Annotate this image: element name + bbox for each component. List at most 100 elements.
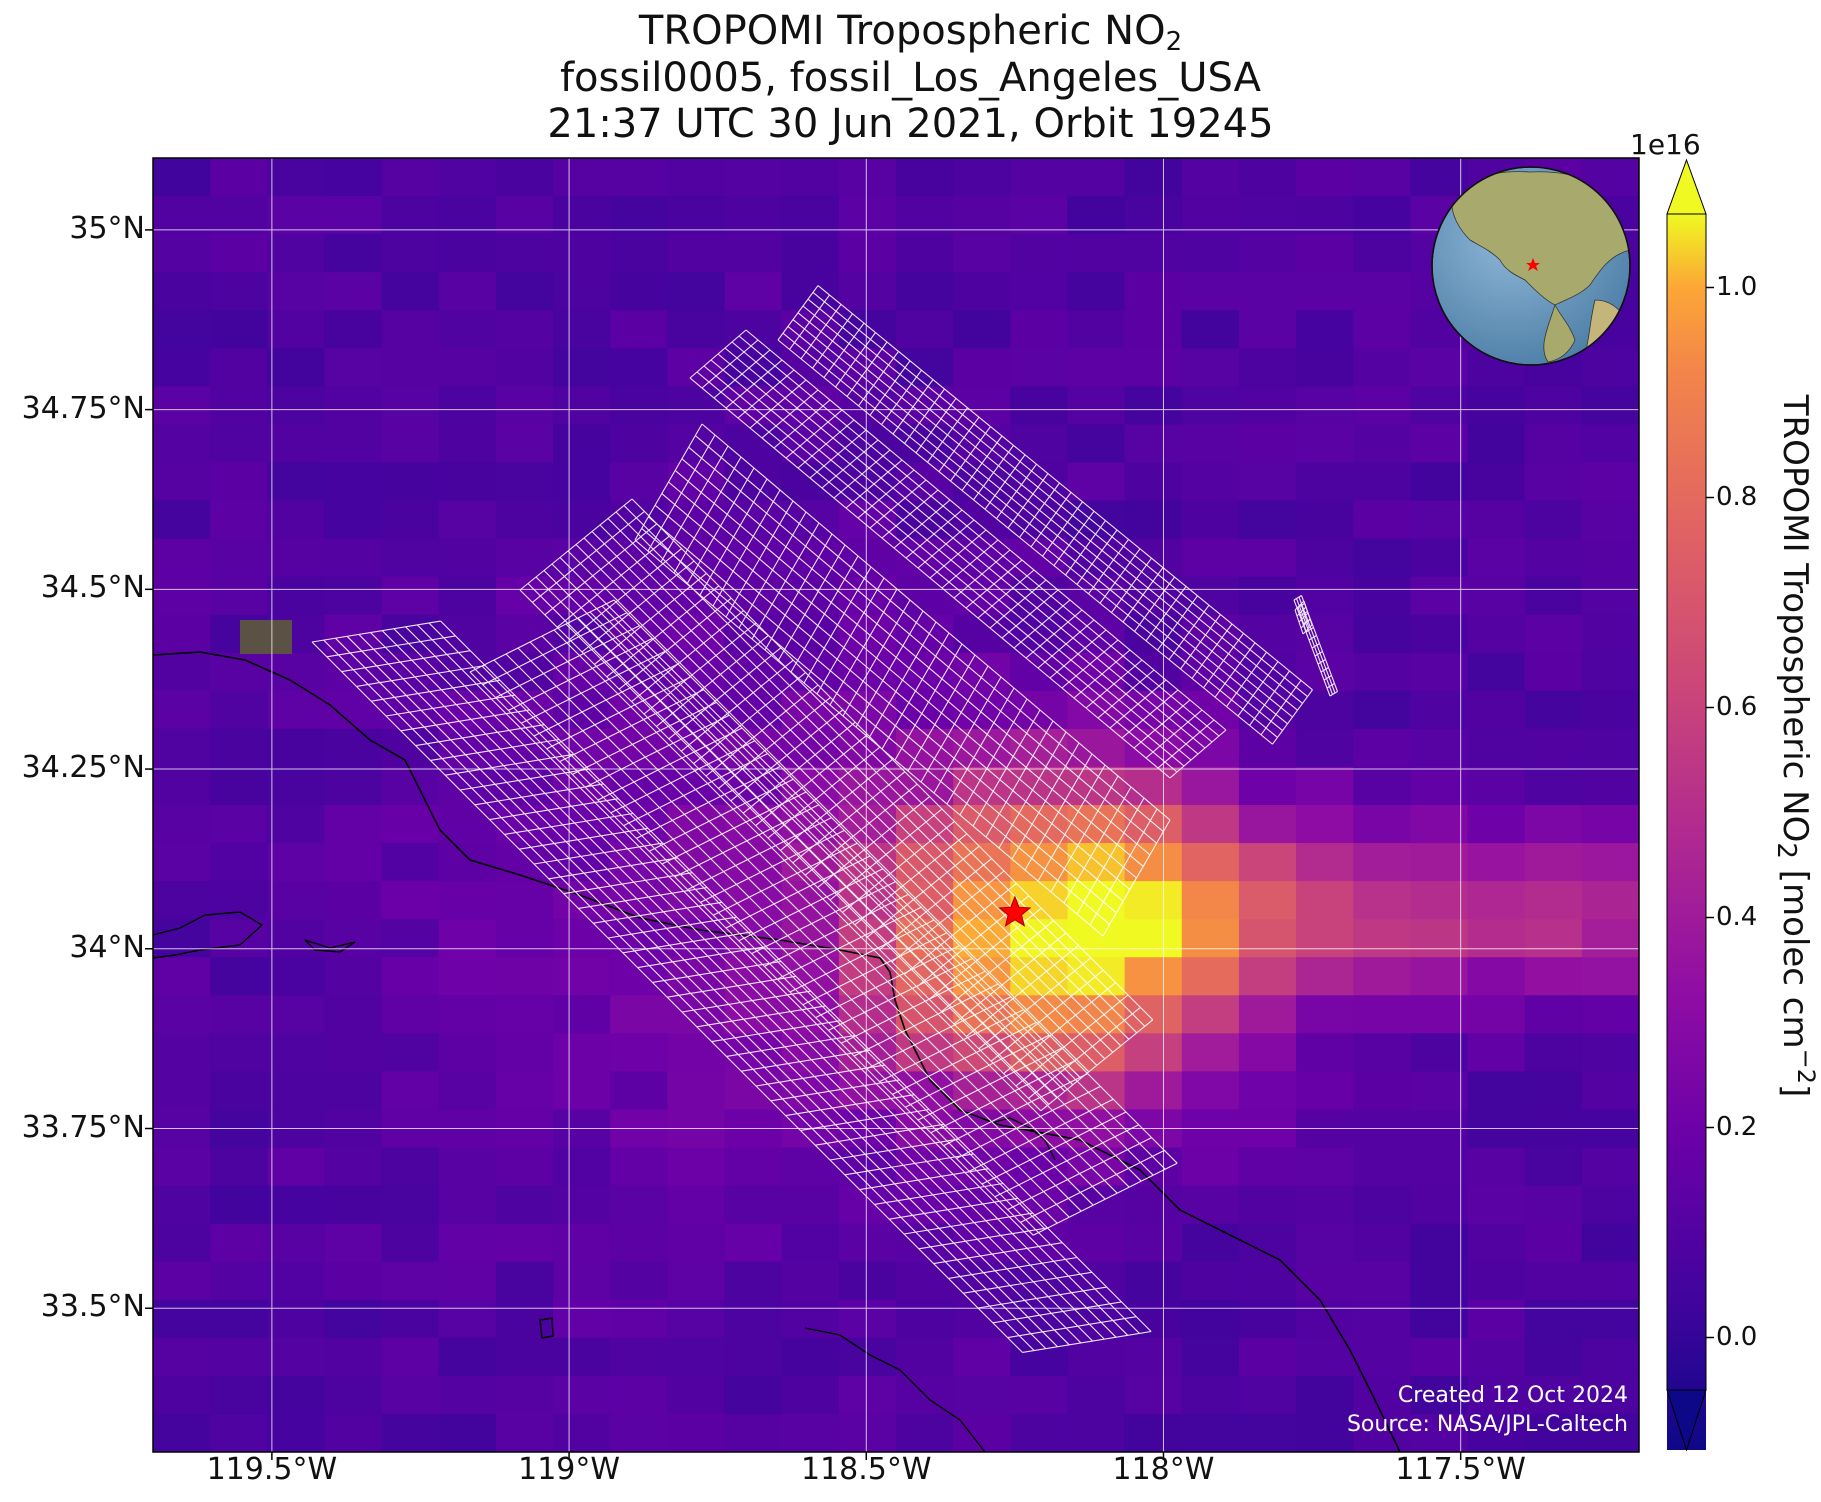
- footprint-line: [829, 808, 943, 901]
- no2-pixel: [553, 1261, 612, 1301]
- no2-pixel: [1467, 919, 1526, 959]
- footprint-line: [1011, 742, 1080, 860]
- no2-pixel: [438, 766, 497, 806]
- footprint-line: [371, 679, 500, 702]
- footprint-line: [1311, 643, 1320, 649]
- footprint-line: [730, 709, 844, 802]
- no2-pixel: [1238, 766, 1298, 806]
- footprint-line: [797, 312, 1293, 718]
- no2-pixel: [153, 196, 212, 236]
- no2-pixel: [324, 1223, 383, 1263]
- no2-pixel: [324, 1261, 383, 1301]
- no2-pixel: [838, 1185, 897, 1225]
- no2-pixel: [495, 805, 555, 845]
- no2-pixel: [267, 272, 326, 312]
- no2-pixel: [610, 919, 669, 959]
- footprint-line: [938, 416, 980, 472]
- no2-pixel: [267, 1033, 326, 1073]
- no2-pixel: [838, 1375, 897, 1415]
- no2-pixel: [153, 500, 212, 540]
- no2-pixel: [896, 1185, 955, 1225]
- no2-pixel: [381, 576, 440, 616]
- no2-pixel: [896, 234, 955, 274]
- no2-pixel: [267, 652, 326, 692]
- no2-pixel: [1067, 462, 1126, 502]
- no2-pixel: [667, 272, 726, 312]
- no2-pixel: [324, 462, 383, 502]
- no2-pixel: [267, 995, 326, 1035]
- no2-pixel: [553, 310, 612, 350]
- footprint-line: [594, 572, 707, 665]
- globe-star-icon: [1526, 258, 1540, 271]
- no2-pixel: [495, 196, 555, 236]
- footprint-line: [977, 1286, 1107, 1309]
- footprint-line: [1109, 679, 1167, 729]
- footprint-line: [1061, 639, 1119, 689]
- no2-pixel: [1581, 1223, 1639, 1263]
- no2-pixel: [553, 1185, 612, 1225]
- footprint-line: [623, 753, 768, 827]
- no2-pixel: [553, 1413, 612, 1452]
- no2-pixel: [610, 1185, 669, 1225]
- no2-pixel: [667, 196, 726, 236]
- footprint-line: [326, 635, 456, 658]
- no2-pixel: [210, 1033, 269, 1073]
- no2-pixel: [495, 158, 555, 198]
- no2-pixel: [324, 196, 383, 236]
- no2-pixel: [1410, 1261, 1469, 1301]
- footprint-line: [1037, 619, 1095, 669]
- no2-pixel: [1238, 1223, 1298, 1263]
- no2-pixel: [1467, 881, 1526, 921]
- no2-pixel: [610, 158, 669, 198]
- no2-pixel: [1410, 1071, 1469, 1111]
- no2-pixel: [381, 1413, 440, 1452]
- no2-pixel: [1581, 1033, 1639, 1073]
- footprint-line: [755, 734, 868, 827]
- no2-pixel: [210, 919, 269, 959]
- no2-pixel: [1296, 1375, 1355, 1415]
- y-tick-label: 35°N: [69, 210, 145, 246]
- no2-pixel: [724, 1185, 783, 1225]
- no2-pixel: [724, 1375, 783, 1415]
- no2-pixel: [553, 1033, 612, 1073]
- footprint-line: [966, 944, 1079, 1037]
- no2-pixel: [1181, 1299, 1240, 1339]
- footprint-line: [1028, 1006, 1141, 1099]
- no2-pixel: [438, 1337, 497, 1377]
- footprint-line: [859, 1168, 989, 1191]
- no2-pixel: [267, 538, 326, 578]
- no2-pixel: [1353, 957, 1412, 997]
- no2-pixel: [1410, 614, 1469, 654]
- no2-pixel: [267, 1337, 326, 1377]
- no2-pixel: [153, 881, 212, 921]
- footprint-line: [1025, 609, 1083, 659]
- no2-pixel: [896, 843, 955, 883]
- no2-pixel: [1124, 272, 1183, 312]
- no2-pixel: [1296, 500, 1355, 540]
- no2-pixel: [495, 310, 555, 350]
- no2-pixel: [381, 614, 440, 654]
- no2-pixel: [610, 462, 669, 502]
- no2-pixel: [1067, 1413, 1126, 1452]
- footprint-line: [1085, 659, 1143, 709]
- no2-pixel: [1524, 881, 1583, 921]
- footprint-line: [597, 727, 743, 801]
- no2-pixel: [381, 386, 440, 426]
- no2-pixel: [724, 272, 783, 312]
- footprint-line: [718, 696, 831, 789]
- no2-pixel: [1296, 1223, 1355, 1263]
- footprint-line: [636, 765, 781, 839]
- footprint-line: [459, 768, 589, 791]
- no2-pixel: [953, 310, 1012, 350]
- colorbar-tick-label: 0.0: [1716, 1321, 1758, 1352]
- footprint-line: [631, 610, 744, 703]
- no2-pixel: [324, 386, 383, 426]
- no2-pixel: [896, 690, 955, 730]
- footprint-line: [751, 522, 820, 640]
- footprint-line: [637, 946, 767, 969]
- no2-pixel: [1124, 652, 1183, 692]
- no2-pixel: [381, 728, 440, 768]
- no2-pixel: [153, 1185, 212, 1225]
- no2-pixel: [324, 234, 383, 274]
- footprint-line: [1013, 599, 1071, 649]
